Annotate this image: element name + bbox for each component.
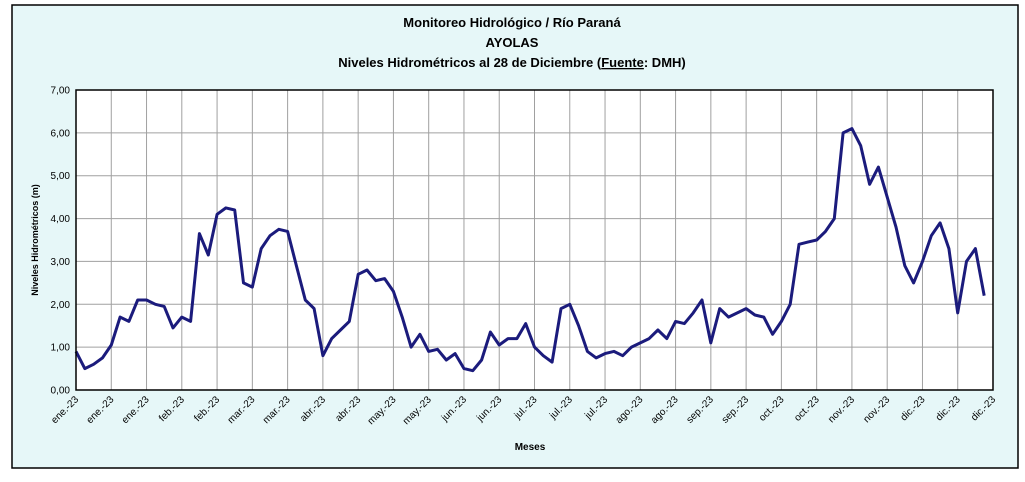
y-tick-label: 7,00 <box>51 86 71 97</box>
y-tick-label: 0,00 <box>51 386 71 397</box>
series-line <box>74 127 986 373</box>
caption-part: Niveles Hidrométricos al 28 de Diciembre… <box>338 55 602 70</box>
caption-part: : DMH) <box>644 55 686 70</box>
x-axis-label: Meses <box>515 442 546 453</box>
chart-title: Monitoreo Hidrológico / Río Paraná <box>403 15 621 30</box>
y-tick-label: 4,00 <box>51 214 71 225</box>
caption-part: Fuente <box>601 55 644 70</box>
y-tick-label: 1,00 <box>51 343 71 354</box>
y-tick-label: 2,00 <box>51 300 71 311</box>
y-axis-label: Niveles Hidrométricos (m) <box>30 184 40 296</box>
y-tick-label: 5,00 <box>51 171 71 182</box>
y-tick-label: 3,00 <box>51 257 71 268</box>
chart-caption: Niveles Hidrométricos al 28 de Diciembre… <box>338 55 686 70</box>
chart-subtitle: AYOLAS <box>486 35 539 50</box>
y-tick-label: 6,00 <box>51 128 71 139</box>
plot-border <box>75 89 994 391</box>
